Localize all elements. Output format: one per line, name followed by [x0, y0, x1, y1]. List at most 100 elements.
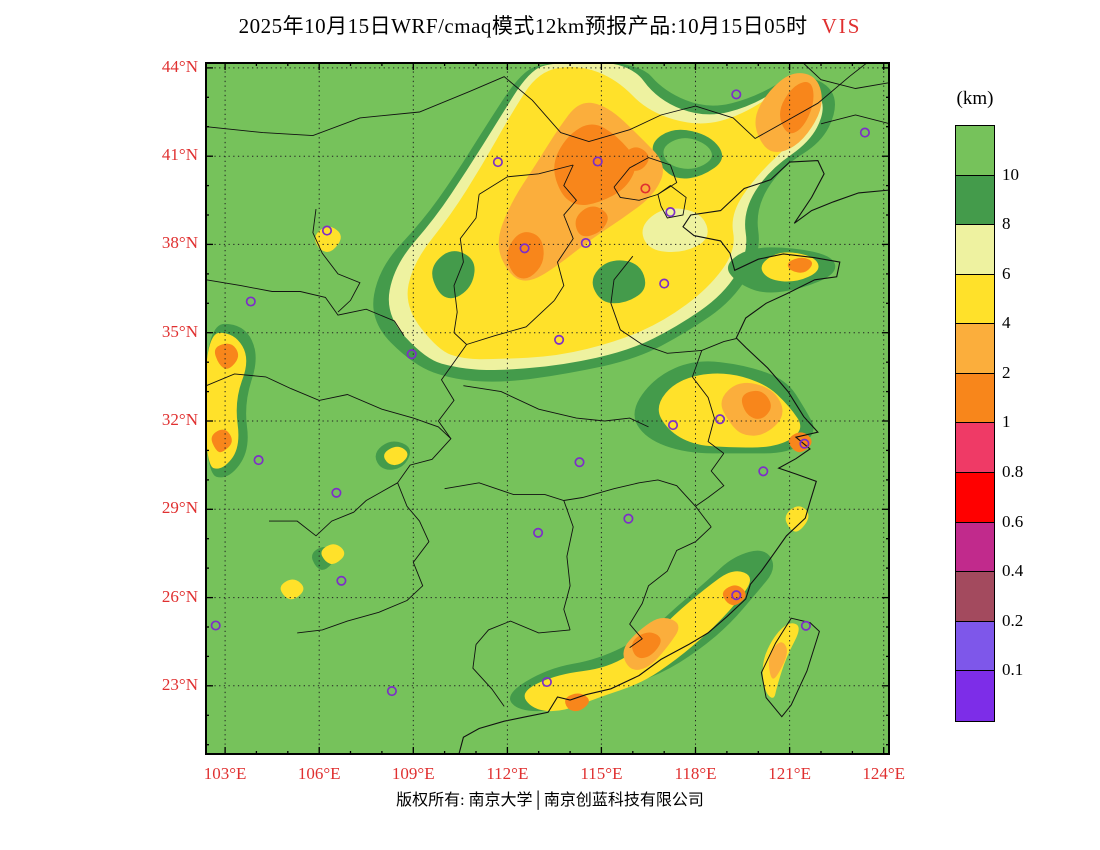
city-marker	[799, 438, 810, 449]
lat-tick-label: 41°N	[161, 145, 198, 165]
lon-tick-label: 112°E	[486, 764, 529, 783]
province-boundary	[657, 185, 687, 219]
title-main: 2025年10月15日WRF/cmaq模式12km预报产品:10月15日05时	[238, 14, 808, 38]
title-variable: VIS	[821, 14, 862, 38]
city-marker	[541, 676, 552, 688]
colorbar-cell	[956, 324, 994, 374]
city-marker	[210, 620, 221, 631]
province-boundary	[701, 338, 737, 351]
page-title: 2025年10月15日WRF/cmaq模式12km预报产品:10月15日05时 V…	[0, 10, 1100, 40]
city-marker	[859, 127, 870, 138]
visibility-region-pearl-delta-1-2	[565, 693, 589, 712]
visibility-region-gannan-1-2	[214, 343, 239, 369]
province-boundary	[801, 62, 890, 89]
visibility-region-shanxi-1-2	[507, 232, 544, 279]
visibility-region-guizhou-4-6	[321, 544, 345, 565]
colorbar-cell	[956, 621, 994, 672]
colorbar-value-label: 0.2	[1002, 610, 1024, 630]
colorbar-value-label: 0.6	[1002, 511, 1024, 531]
city-marker	[580, 237, 591, 249]
lon-tick-label: 124°E	[862, 764, 906, 783]
colorbar-cell	[956, 373, 994, 424]
visibility-region-yinchuan-4-6	[315, 226, 341, 253]
island-outline	[760, 617, 820, 718]
province-boundary	[206, 373, 452, 440]
visibility-region-jiangsu-1-2	[741, 390, 771, 419]
city-marker	[554, 334, 565, 345]
forecast-map	[205, 62, 890, 755]
visibility-region-hubei-west-4-6	[384, 446, 408, 466]
province-boundary	[563, 500, 574, 631]
city-marker	[519, 243, 530, 254]
colorbar-value-label: 2	[1002, 362, 1011, 382]
visibility-region-baoding-1-2	[575, 206, 608, 237]
city-marker	[731, 590, 742, 601]
lon-tick-label: 109°E	[391, 764, 435, 783]
colorbar-cell	[956, 274, 994, 325]
colorbar-value-label: 0.8	[1002, 462, 1024, 482]
lat-tick-label: 35°N	[161, 321, 198, 341]
colorbar-value-label: 0.1	[1002, 660, 1024, 680]
province-boundary	[554, 164, 577, 301]
coastline	[458, 160, 890, 755]
province-boundary	[610, 255, 702, 354]
province-boundary	[453, 194, 480, 345]
colorbar-value-label: 0.4	[1002, 561, 1024, 581]
city-marker	[245, 296, 256, 307]
city-marker	[623, 513, 634, 524]
province-boundary	[695, 453, 725, 507]
city-marker	[714, 414, 726, 425]
city-marker	[758, 466, 769, 477]
city-marker	[665, 207, 676, 218]
colorbar-cell	[956, 473, 994, 523]
visibility-region-west-sichuan-1-2	[211, 429, 232, 453]
colorbar-cell	[956, 126, 994, 176]
colorbar-value-label: 1	[1002, 412, 1011, 432]
province-boundary	[820, 114, 890, 125]
city-marker	[659, 278, 670, 289]
legend-units-label: (km)	[956, 88, 994, 109]
city-marker	[800, 620, 811, 631]
province-boundary	[472, 644, 505, 707]
visibility-region-shaanbei-clear-8-10	[432, 251, 475, 299]
city-marker	[492, 157, 503, 168]
colorbar-value-label: 8	[1002, 214, 1011, 234]
copyright-footer: 版权所有: 南京大学│南京创蓝科技有限公司	[396, 792, 704, 809]
visibility-region-south-hebei-clear-8-10	[592, 260, 646, 304]
city-marker	[533, 527, 544, 538]
colorbar-value-label: 10	[1002, 164, 1019, 184]
city-marker	[574, 457, 585, 468]
city-marker	[731, 89, 742, 100]
colorbar-value-label: 4	[1002, 313, 1011, 333]
lon-tick-label: 115°E	[580, 764, 623, 783]
city-marker	[592, 156, 603, 167]
city-marker	[640, 183, 651, 194]
lat-tick-label: 26°N	[161, 586, 198, 606]
lat-tick-label: 29°N	[161, 498, 198, 518]
city-marker	[386, 686, 397, 697]
visibility-region-ne-hebei-clear-10	[663, 138, 712, 169]
visibility-region-se-coast-4-6	[524, 571, 751, 712]
province-boundary	[475, 620, 571, 645]
province-boundary	[463, 385, 649, 428]
lon-tick-label: 103°E	[203, 764, 247, 783]
visibility-region-taiwan-west-2-4	[768, 642, 787, 679]
province-boundary	[629, 526, 712, 648]
visibility-region-guizhou-west-4-6	[280, 579, 304, 600]
lat-tick-label: 32°N	[161, 410, 198, 429]
lon-tick-label: 121°E	[768, 764, 811, 783]
lat-tick-label: 44°N	[161, 56, 198, 76]
visibility-region-shandong-pen-1-2	[787, 257, 813, 273]
province-boundary	[297, 520, 430, 634]
lat-tick-label: 23°N	[161, 674, 198, 694]
map-frame	[205, 62, 890, 755]
province-boundary	[466, 300, 555, 345]
visibility-region-zhejiang-coast-4-6	[785, 506, 809, 532]
colorbar-cell	[956, 225, 994, 275]
city-marker	[667, 420, 679, 431]
province-boundary	[478, 164, 574, 195]
province-boundary	[312, 209, 361, 313]
colorbar-cell	[956, 522, 994, 573]
province-boundary	[206, 62, 869, 142]
city-marker	[336, 575, 347, 586]
